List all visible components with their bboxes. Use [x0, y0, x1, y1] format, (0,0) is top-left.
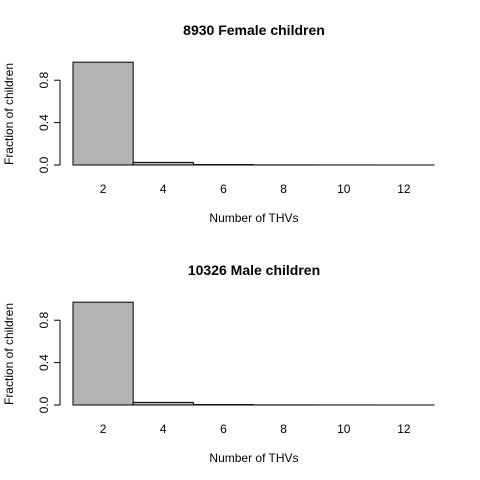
bars	[72, 301, 435, 406]
y-tick-label: 0.4	[37, 114, 51, 131]
y-axis-label: Fraction of children	[2, 63, 16, 165]
x-tick-label: 6	[220, 422, 227, 436]
x-tick-label: 8	[280, 422, 287, 436]
x-tick-label: 4	[160, 422, 167, 436]
chart-title: 8930 Female children	[183, 22, 325, 38]
x-tick-label: 10	[337, 422, 351, 436]
chart-title: 10326 Male children	[188, 262, 320, 278]
y-tick-label: 0.0	[37, 396, 51, 413]
y-tick-label: 0.4	[37, 354, 51, 371]
x-axis: 2 4 6 8 10 12	[73, 164, 434, 196]
y-axis-label: Fraction of children	[2, 303, 16, 405]
y-tick-label: 0.8	[37, 72, 51, 89]
x-tick-label: 6	[220, 182, 227, 196]
y-axis: 0.0 0.4 0.8	[37, 72, 61, 173]
x-tick-label: 10	[337, 182, 351, 196]
x-tick-label: 12	[397, 422, 411, 436]
y-axis: 0.0 0.4 0.8	[37, 312, 61, 413]
panel-female: 8930 Female children 2 4 6 8 10 12 0.00.40.8 …	[2, 22, 435, 225]
y-tick-label: 0.0	[37, 156, 51, 173]
x-tick-label: 2	[100, 422, 107, 436]
x-axis-label: Number of THVs	[209, 451, 298, 465]
x-tick-label: 4	[160, 182, 167, 196]
panel-male: 10326 Male children 2 4 6 8 10 12 0.0 0.4 0.8 N…	[2, 262, 435, 465]
x-tick-label: 2	[100, 182, 107, 196]
y-tick-label: 0.8	[37, 312, 51, 329]
x-tick-label: 12	[397, 182, 411, 196]
x-axis: 2 4 6 8 10 12	[73, 404, 434, 436]
histogram-bar	[72, 301, 134, 406]
histogram-bar	[72, 61, 134, 166]
x-axis-label: Number of THVs	[209, 211, 298, 225]
x-tick-label: 8	[280, 182, 287, 196]
